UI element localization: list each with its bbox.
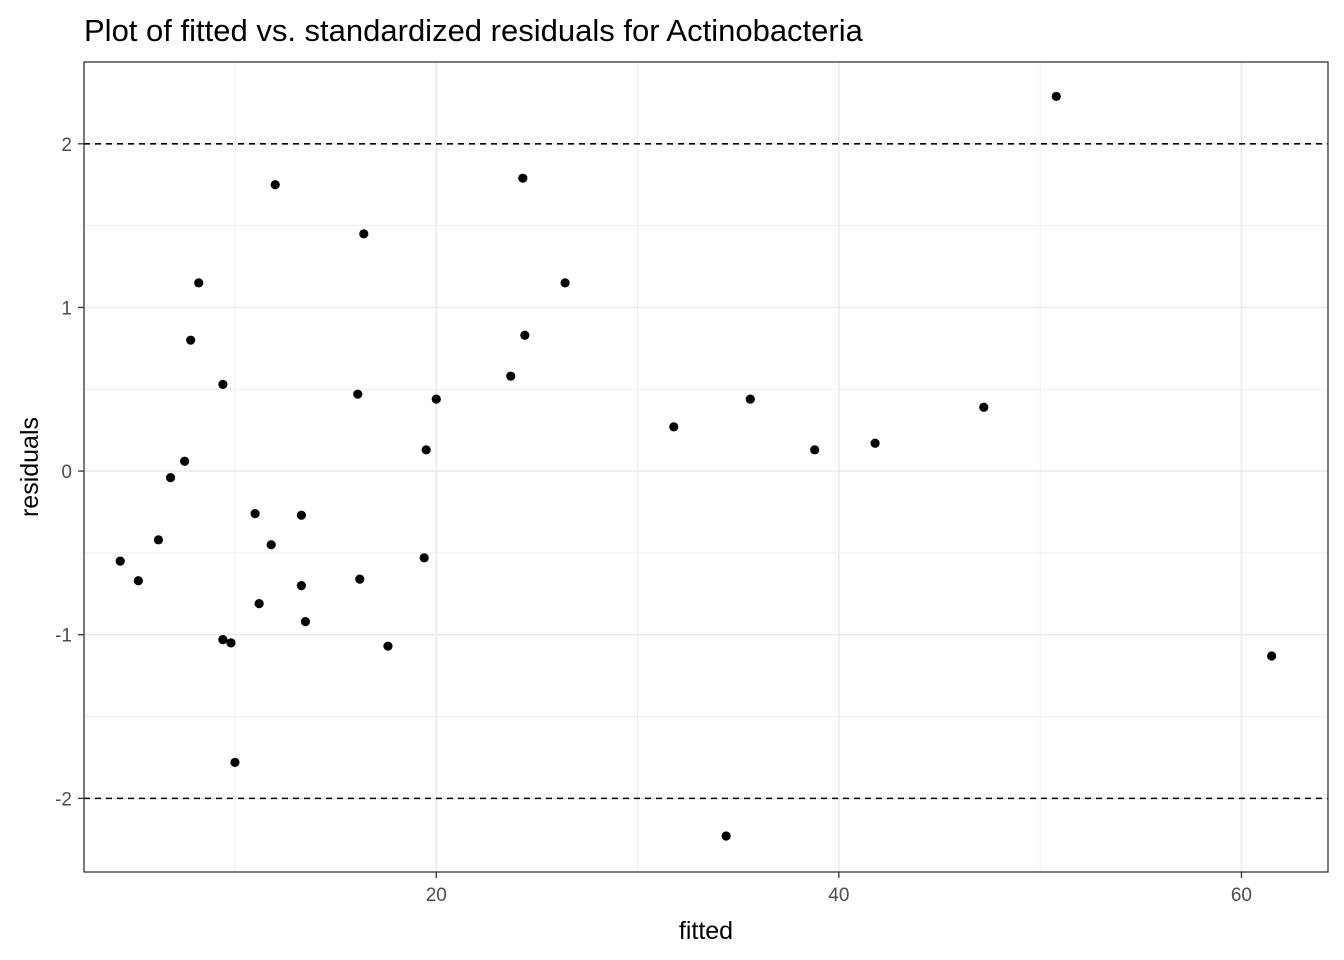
data-point <box>254 599 264 609</box>
y-axis-ticks: -2 -1 0 1 2 <box>55 135 84 810</box>
x-tick-label: 20 <box>426 885 447 906</box>
data-point <box>431 394 441 404</box>
y-tick-label: 2 <box>61 135 72 156</box>
data-point <box>518 173 528 183</box>
data-point <box>355 574 365 584</box>
x-tick-label: 60 <box>1231 885 1252 906</box>
data-point <box>250 509 260 519</box>
plot-panel-background <box>84 62 1328 872</box>
y-tick-label: 1 <box>61 298 72 319</box>
grid-minor <box>84 61 1328 872</box>
y-tick-label: -2 <box>55 789 72 810</box>
data-point <box>115 556 125 566</box>
data-point <box>300 617 311 627</box>
data-point <box>230 757 240 767</box>
data-point <box>353 389 363 399</box>
data-point <box>266 540 276 550</box>
data-point <box>186 335 196 345</box>
data-point <box>194 278 204 288</box>
plot-panel-border <box>83 61 1329 873</box>
x-tick-label: 40 <box>828 885 849 906</box>
data-point <box>180 456 190 466</box>
data-point <box>421 445 431 455</box>
data-point <box>270 180 280 190</box>
data-point <box>870 438 880 448</box>
data-point <box>296 581 306 591</box>
data-point <box>296 510 306 520</box>
y-axis-title: residuals <box>16 417 44 517</box>
chart-title: Plot of fitted vs. standardized residual… <box>84 13 864 48</box>
data-point <box>520 330 530 340</box>
grid-major <box>84 62 1328 872</box>
data-point <box>560 278 570 288</box>
data-point <box>721 831 731 841</box>
data-point <box>226 638 236 648</box>
data-point <box>218 379 228 389</box>
x-axis-title: fitted <box>679 917 733 945</box>
data-point <box>383 641 393 651</box>
data-point <box>745 394 755 404</box>
data-point <box>979 402 989 412</box>
data-point <box>133 576 143 586</box>
data-point <box>1267 651 1277 661</box>
reference-lines <box>84 143 1328 800</box>
data-point <box>1051 91 1061 101</box>
data-point <box>165 473 176 483</box>
data-point <box>153 535 164 545</box>
y-tick-label: -1 <box>55 626 72 647</box>
data-point <box>359 229 369 239</box>
y-tick-label: 0 <box>61 462 72 483</box>
data-point <box>810 445 820 455</box>
data-point <box>506 371 516 381</box>
x-axis-ticks: 20 40 60 <box>426 872 1252 906</box>
data-points <box>115 91 1277 841</box>
data-point <box>669 422 679 432</box>
data-point <box>218 635 228 645</box>
data-point <box>419 553 429 563</box>
